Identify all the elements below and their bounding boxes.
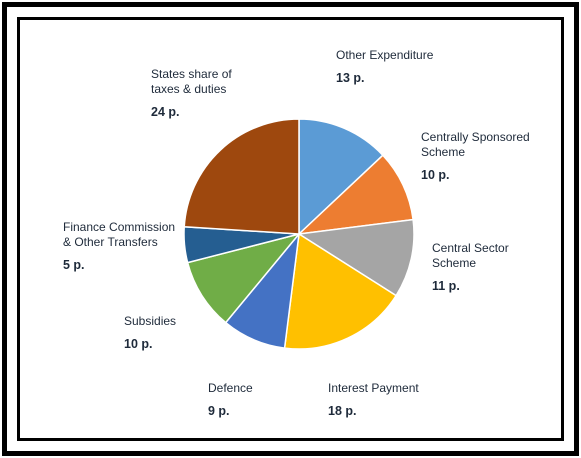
slice-label-subsidies: Subsidies 10 p. <box>124 314 176 351</box>
slice-value-label: 13 p. <box>336 71 365 85</box>
inner-border <box>17 17 564 441</box>
pie-slice-interest-payment <box>283 232 398 350</box>
slice-name-line: Scheme <box>421 145 465 159</box>
slice-label-defence: Defence 9 p. <box>208 381 253 418</box>
slice-value-label: 18 p. <box>328 404 357 418</box>
slice-name-line: & Other Transfers <box>63 235 158 249</box>
slice-name-line: Centrally Sponsored <box>421 130 530 144</box>
slice-name-line: Central Sector <box>432 241 509 255</box>
pie-slices <box>183 118 415 350</box>
slice-value-label: 11 p. <box>432 279 460 293</box>
slice-name-line: Subsidies <box>124 314 176 328</box>
pie-slice-other-expenditure <box>298 118 384 236</box>
slice-label-interest-payment: Interest Payment 18 p. <box>328 381 419 418</box>
slice-value-label: 10 p. <box>421 168 450 182</box>
slice-name-line: Interest Payment <box>328 381 419 395</box>
slice-value-label: 24 p. <box>151 105 180 119</box>
slice-value-label: 10 p. <box>124 337 153 351</box>
slice-name-line: taxes & duties <box>151 82 226 96</box>
slice-name-line: Scheme <box>432 256 476 270</box>
slice-label-other-expenditure: Other Expenditure 13 p. <box>336 48 434 85</box>
slice-label-finance-commission-other-transfers: Finance Commission& Other Transfers 5 p. <box>63 220 175 272</box>
pie-slice-states-share-of-taxes-duties <box>183 118 300 235</box>
pie-slice-central-sector-scheme <box>296 218 415 297</box>
slice-name-line: Defence <box>208 381 253 395</box>
pie-labels: Other Expenditure 13 p. Centrally Sponsore… <box>63 48 530 418</box>
slice-name-line: Finance Commission <box>63 220 175 234</box>
slice-name-line: Other Expenditure <box>336 48 434 62</box>
slice-value-label: 9 p. <box>208 404 230 418</box>
pie-slice-centrally-sponsored-scheme <box>296 154 414 236</box>
slice-name-line: States share of <box>151 67 232 81</box>
slice-value-label: 5 p. <box>63 258 85 272</box>
